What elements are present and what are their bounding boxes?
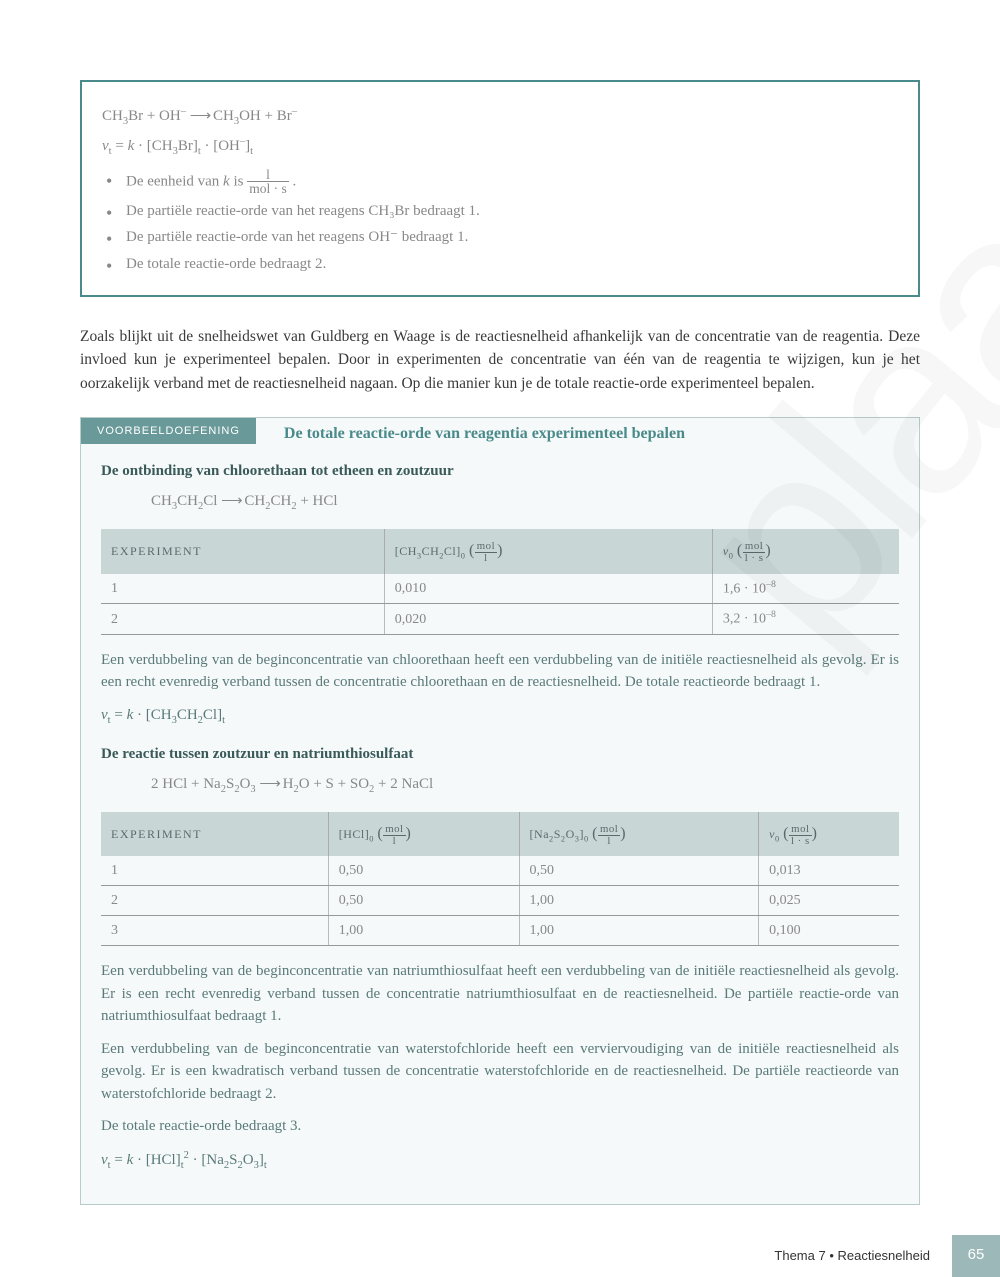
th-experiment: EXPERIMENT (101, 812, 328, 857)
th-rate: v0 (moll · s) (712, 529, 899, 574)
th-rate: v0 (moll · s) (759, 812, 899, 857)
body-paragraph: Zoals blijkt uit de snelheidswet van Gul… (80, 325, 920, 395)
exercise-subhead-1: De ontbinding van chloorethaan tot ethee… (101, 460, 899, 483)
rate-equation-3: vt = k · [HCl]t2 · [Na2S2O3]t (101, 1148, 899, 1174)
table-row: 20,0203,2 · 10–8 (101, 604, 899, 635)
reaction-equation-3: 2 HCl + Na2S2O3 ⟶ H2O + S + SO2 + 2 NaCl (151, 773, 899, 798)
footer-chapter: Thema 7 • Reactiesnelheid (774, 1246, 930, 1266)
example-exercise: VOORBEELDOEFENING De totale reactie-orde… (80, 417, 920, 1205)
exercise-tag: VOORBEELDOEFENING (81, 418, 256, 445)
th-na2s2o3: [Na2S2O3]0 (moll) (519, 812, 759, 857)
bullet-item: De eenheid van k is lmol · s . (102, 168, 898, 196)
table-row: 31,001,000,100 (101, 916, 899, 946)
table-row: 10,500,500,013 (101, 856, 899, 886)
table-row: 10,0101,6 · 10–8 (101, 574, 899, 604)
experiment-table-1: EXPERIMENT [CH3CH2Cl]0 (moll) v0 (moll ·… (101, 529, 899, 635)
th-experiment: EXPERIMENT (101, 529, 384, 574)
page-footer: Thema 7 • Reactiesnelheid 65 (0, 1235, 1000, 1277)
exercise-paragraph: Een verdubbeling van de beginconcentrati… (101, 1038, 899, 1106)
info-list: De eenheid van k is lmol · s . De partië… (102, 168, 898, 276)
exercise-paragraph: Een verdubbeling van de beginconcentrati… (101, 960, 899, 1028)
exercise-subhead-2: De reactie tussen zoutzuur en natriumthi… (101, 743, 899, 766)
exercise-title: De totale reactie-orde van reagentia exp… (256, 418, 919, 446)
page-number: 65 (952, 1235, 1000, 1277)
th-hcl: [HCl]0 (moll) (328, 812, 519, 857)
reaction-equation-2: CH3CH2Cl ⟶ CH2CH2 + HCl (151, 490, 899, 515)
experiment-table-2: EXPERIMENT [HCl]0 (moll) [Na2S2O3]0 (mol… (101, 812, 899, 947)
bullet-item: De partiële reactie-orde van het reagens… (102, 226, 898, 249)
exercise-paragraph: De totale reactie-orde bedraagt 3. (101, 1115, 899, 1138)
rate-equation-2: vt = k · [CH3CH2Cl]t (101, 704, 899, 729)
rate-equation-1: vt = k · [CH3Br]t · [OH–]t (102, 134, 898, 160)
bullet-item: De partiële reactie-orde van het reagens… (102, 200, 898, 223)
table-row: 20,501,000,025 (101, 886, 899, 916)
reaction-equation-1: CH3Br + OH– ⟶ CH3OH + Br– (102, 104, 898, 130)
bullet-item: De totale reactie-orde bedraagt 2. (102, 253, 898, 276)
th-concentration: [CH3CH2Cl]0 (moll) (384, 529, 712, 574)
page-content: CH3Br + OH– ⟶ CH3OH + Br– vt = k · [CH3B… (0, 0, 1000, 1205)
equation-box: CH3Br + OH– ⟶ CH3OH + Br– vt = k · [CH3B… (80, 80, 920, 297)
exercise-paragraph: Een verdubbeling van de beginconcentrati… (101, 649, 899, 694)
